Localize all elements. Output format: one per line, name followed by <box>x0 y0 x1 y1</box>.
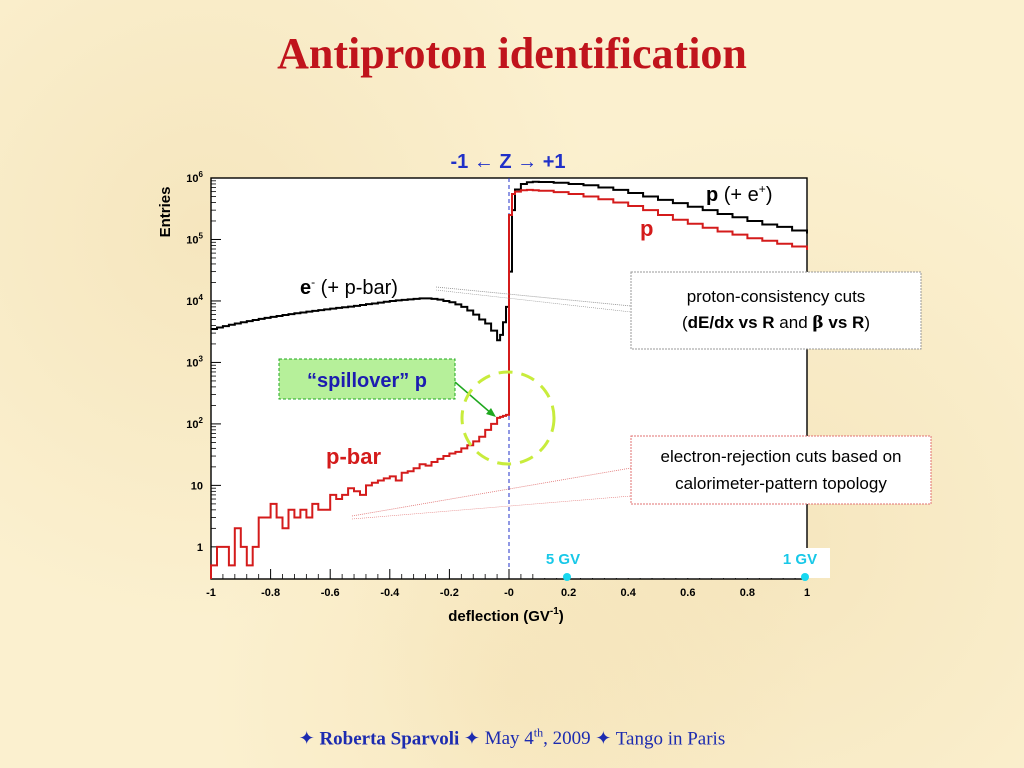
y-tick-label: 106 <box>186 170 203 185</box>
annotation-p-red: p <box>640 216 653 241</box>
x-tick-label: -0.4 <box>380 587 400 599</box>
footer-author: Roberta Sparvoli <box>319 728 460 750</box>
spillover-arrowhead <box>486 408 496 417</box>
x-tick-label: -0 <box>504 587 514 599</box>
x-tick-labels: -1 -0.8 -0.6 -0.4 -0.2 -0 0.2 0.4 0.6 0.8 1 <box>206 587 810 599</box>
spillover-label: “spillover” p <box>307 370 427 392</box>
series-total-line <box>211 180 808 342</box>
x-tick-label: -0.8 <box>261 587 280 599</box>
callout-line-electron-2 <box>435 289 632 313</box>
y-tick-label: 10 <box>191 480 203 492</box>
gv1-dot <box>801 573 809 581</box>
x-tick-label: 1 <box>804 587 810 599</box>
gv5-dot <box>563 573 571 581</box>
footer: ✦ Roberta Sparvoli ✦ May 4th, 2009 ✦ Tan… <box>0 726 1024 750</box>
star-icon: ✦ <box>464 728 480 750</box>
spillover-circle <box>460 370 556 466</box>
y-tick-label: 105 <box>186 231 203 246</box>
electron-cuts-box <box>630 435 932 505</box>
y-tick-label: 103 <box>186 354 203 369</box>
x-tick-label: -0.2 <box>440 587 459 599</box>
proton-cuts-box <box>630 271 922 350</box>
x-tick-label: 0.6 <box>680 587 695 599</box>
gv1-label: 1 GV <box>783 551 817 568</box>
electron-cuts-line1: electron-rejection cuts based on <box>661 447 902 466</box>
x-tick-label: 0.4 <box>621 587 637 599</box>
x-tick-label: 0.2 <box>561 587 576 599</box>
footer-date: May 4th, 2009 <box>484 726 591 750</box>
z-direction-label: -1 ← Z → +1 <box>450 151 565 173</box>
spillover-box <box>278 358 456 400</box>
series-selected-line <box>210 188 808 579</box>
annotation-pbar: p-bar <box>326 444 381 469</box>
callout-line-electron <box>435 286 632 307</box>
gv5-label: 5 GV <box>546 551 580 568</box>
callout-line-pbar-2 <box>351 495 632 520</box>
y-tick-label: 1 <box>197 542 203 554</box>
annotation-electron: e- (+ p-bar) <box>300 275 398 299</box>
y-axis-label: Entries <box>157 187 174 238</box>
electron-cuts-line2: calorimeter-pattern topology <box>675 474 887 493</box>
proton-cuts-line2: (dE/dx vs R and β vs R) <box>682 313 870 333</box>
star-icon: ✦ <box>595 728 612 750</box>
annotation-p-total: p (+ e+) <box>706 182 772 206</box>
star-icon: ✦ <box>298 728 315 750</box>
y-tick-labels: 1 10 102 103 104 105 106 <box>186 170 203 554</box>
x-tick-label: 0.8 <box>740 587 755 599</box>
series-group <box>210 180 808 579</box>
footer-event: Tango in Paris <box>615 728 726 750</box>
slide-title: Antiproton identification <box>277 29 747 78</box>
x-axis-label: deflection (GV-1) <box>448 606 564 625</box>
y-tick-label: 104 <box>186 293 203 308</box>
y-tick-label: 102 <box>186 416 203 431</box>
gv-marker-box <box>538 548 830 578</box>
spillover-arrow <box>454 381 493 415</box>
proton-cuts-line1: proton-consistency cuts <box>687 287 866 306</box>
x-tick-label: -0.6 <box>321 587 340 599</box>
x-tick-label: -1 <box>206 587 216 599</box>
